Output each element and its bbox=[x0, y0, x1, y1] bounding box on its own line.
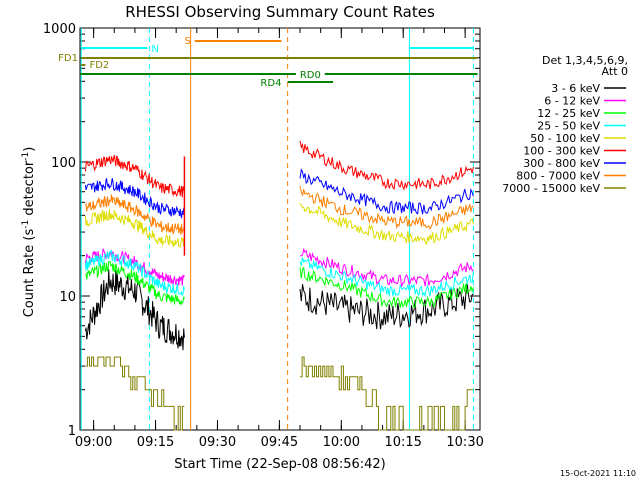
series-line-1-pre bbox=[84, 269, 185, 351]
series-line-5-pre bbox=[84, 209, 185, 248]
series-line-7-pre bbox=[84, 178, 185, 220]
legend-label: 800 - 7000 keV bbox=[516, 170, 600, 183]
x-tick-label: 09:45 bbox=[261, 435, 298, 450]
legend-label: 6 - 12 keV bbox=[544, 95, 600, 108]
series-line-6-post bbox=[299, 140, 474, 191]
y-tick-label: 1000 bbox=[43, 22, 76, 37]
series-line-8-post bbox=[299, 185, 474, 231]
x-tick-label: 10:15 bbox=[384, 435, 421, 450]
x-tick-label: 10:00 bbox=[323, 435, 360, 450]
y-axis-label: Count Rate (s-1 detector-1) bbox=[21, 147, 37, 318]
legend-label: 7000 - 15000 keV bbox=[502, 182, 600, 195]
y-tick-label: 100 bbox=[51, 156, 76, 171]
x-axis-label: Start Time (22-Sep-08 08:56:42) bbox=[174, 457, 385, 472]
series-line-3-post bbox=[299, 266, 474, 309]
flag-label-fd1: FD1 bbox=[58, 53, 78, 64]
series-line-6-pre bbox=[84, 154, 185, 198]
series-line-9-pre bbox=[85, 356, 185, 431]
x-tick-label: 09:00 bbox=[75, 435, 112, 450]
series-line-4-post bbox=[299, 257, 474, 298]
plot-area: 1 10 100 1000 09:00 09:15 09:30 09:45 10:00 10:15… bbox=[43, 22, 484, 450]
series-line-5-post bbox=[299, 202, 474, 246]
flag-label-n: N bbox=[151, 44, 158, 55]
legend-header: Det 1,3,4,5,6,9, bbox=[542, 54, 628, 67]
legend-label: 25 - 50 keV bbox=[537, 120, 600, 133]
series-line-9-post bbox=[300, 356, 474, 431]
legend-label: 300 - 800 keV bbox=[523, 157, 600, 170]
legend-label: 12 - 25 keV bbox=[537, 107, 600, 120]
series-line-4-pre bbox=[84, 250, 185, 297]
flag-label-rd0: RD0 bbox=[300, 70, 321, 81]
y-tick-label: 10 bbox=[59, 290, 76, 305]
legend-label: 3 - 6 keV bbox=[551, 82, 600, 95]
x-tick-label: 09:15 bbox=[137, 435, 174, 450]
legend-label: 50 - 100 keV bbox=[530, 132, 600, 145]
y-tick-label: 1 bbox=[68, 424, 76, 439]
chart-title: RHESSI Observing Summary Count Rates bbox=[125, 3, 435, 21]
series-line-3-pre bbox=[85, 260, 185, 306]
series-line-7-post bbox=[299, 168, 474, 215]
series-line-8-pre bbox=[84, 194, 185, 236]
x-tick-label: 10:30 bbox=[446, 435, 483, 450]
x-tick-label: 09:30 bbox=[199, 435, 236, 450]
plot-frame bbox=[79, 27, 481, 431]
flag-label-s: S bbox=[184, 36, 190, 47]
date-stamp: 15-Oct-2021 11:10 bbox=[560, 469, 636, 478]
series-line-1-post bbox=[299, 284, 474, 330]
series-line-2-post bbox=[299, 247, 474, 287]
legend-label: 100 - 300 keV bbox=[523, 145, 600, 158]
flag-label-rd4: RD4 bbox=[260, 78, 281, 89]
flag-label-fd2: FD2 bbox=[89, 60, 109, 71]
legend-header: Att 0 bbox=[602, 65, 628, 78]
